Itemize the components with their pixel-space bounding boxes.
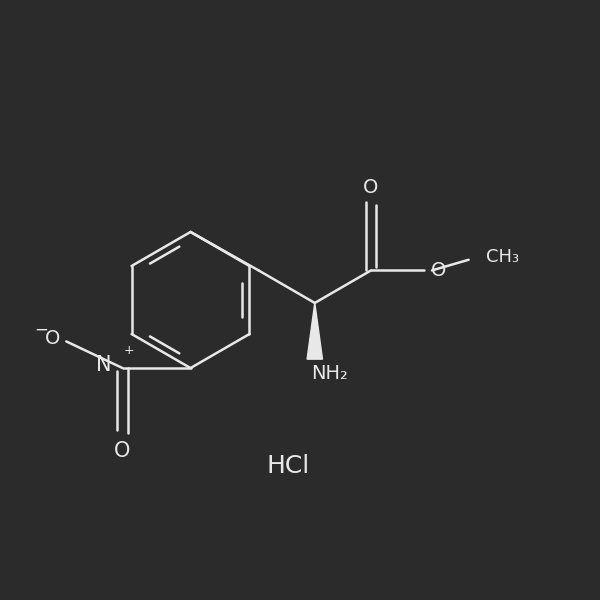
Text: O: O [431, 261, 447, 280]
Text: O: O [115, 441, 131, 461]
Polygon shape [307, 303, 322, 359]
Text: CH₃: CH₃ [487, 248, 520, 266]
Text: +: + [124, 344, 134, 358]
Text: −: − [35, 320, 49, 338]
Text: N: N [97, 355, 112, 375]
Text: O: O [364, 178, 379, 197]
Text: HCl: HCl [266, 454, 310, 478]
Text: O: O [45, 329, 61, 348]
Text: NH₂: NH₂ [311, 364, 348, 383]
